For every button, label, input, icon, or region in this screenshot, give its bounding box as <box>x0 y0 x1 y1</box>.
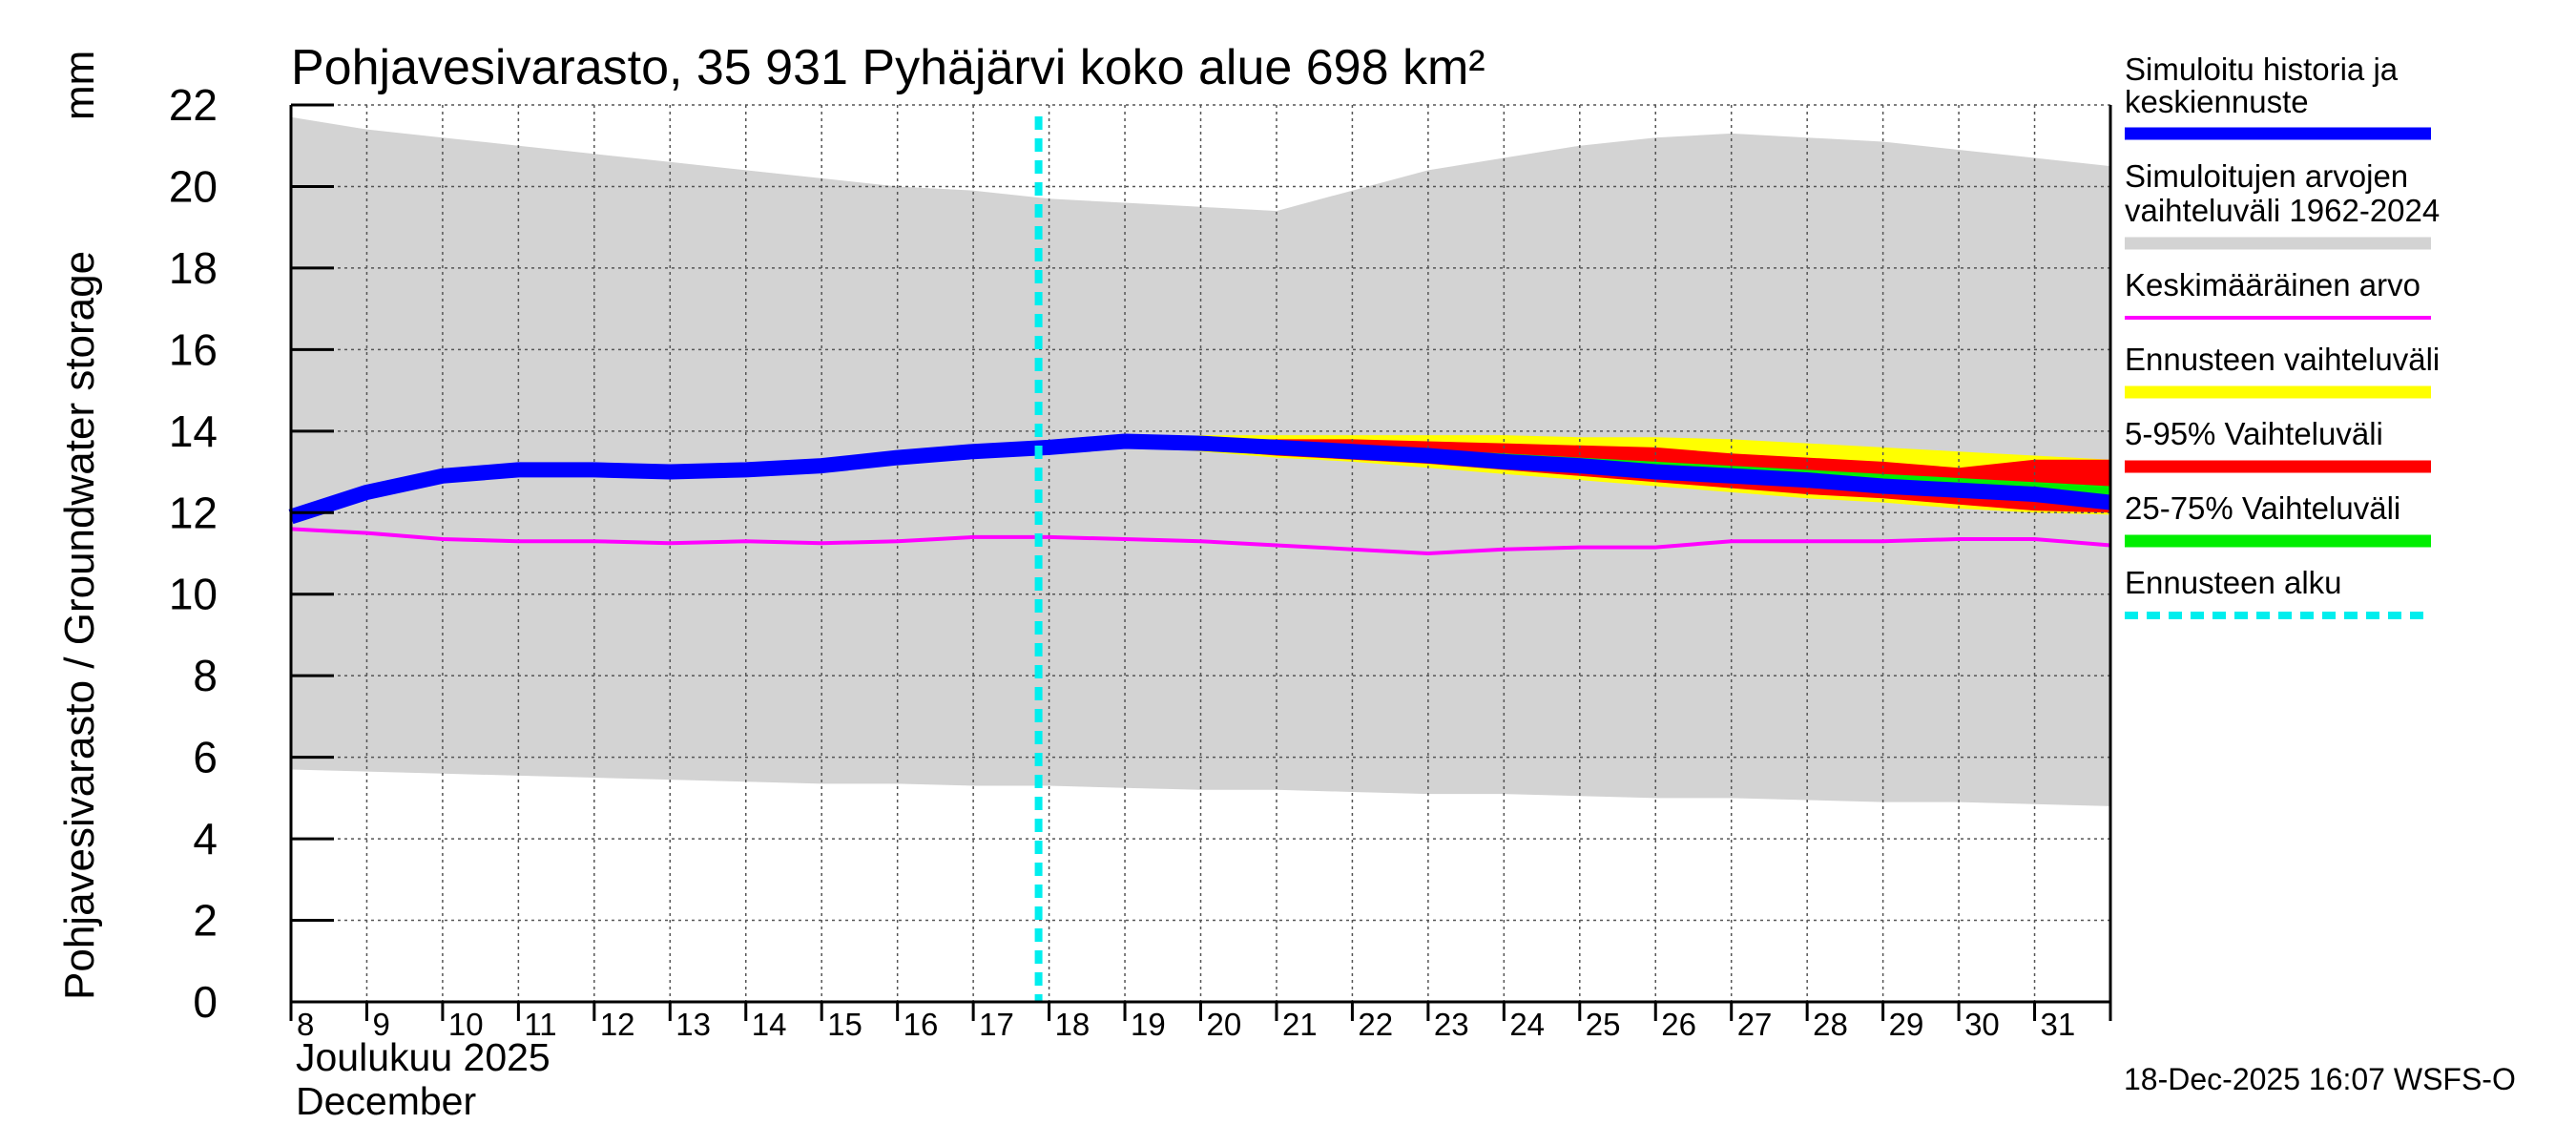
y-tick-label: 14 <box>169 406 218 456</box>
x-tick-label: 22 <box>1358 1007 1393 1042</box>
x-tick-label: 29 <box>1889 1007 1924 1042</box>
y-tick-label: 8 <box>193 651 218 700</box>
y-tick-label: 10 <box>169 570 218 619</box>
legend-label-forecast-start: Ennusteen alku <box>2125 565 2342 600</box>
x-tick-label: 12 <box>600 1007 635 1042</box>
x-tick-label: 17 <box>979 1007 1014 1042</box>
y-tick-label: 22 <box>169 80 218 130</box>
x-tick-label: 18 <box>1055 1007 1091 1042</box>
grid-layer <box>291 104 2110 1002</box>
legend-label-p25-75: 25-75% Vaihteluväli <box>2125 490 2400 526</box>
y-tick-label: 0 <box>193 977 218 1027</box>
x-tick-label: 16 <box>904 1007 939 1042</box>
y-tick-label: 12 <box>169 488 218 537</box>
x-tick-label: 28 <box>1813 1007 1848 1042</box>
x-tick-label: 30 <box>1964 1007 2000 1042</box>
x-tick-label: 19 <box>1131 1007 1166 1042</box>
x-tick-label: 23 <box>1434 1007 1469 1042</box>
x-tick-label: 10 <box>448 1007 484 1042</box>
y-tick-label: 18 <box>169 243 218 293</box>
x-tick-label: 9 <box>372 1007 389 1042</box>
timestamp: 18-Dec-2025 16:07 WSFS-O <box>2124 1062 2516 1096</box>
x-tick-label: 25 <box>1586 1007 1621 1042</box>
x-tick-label: 13 <box>675 1007 711 1042</box>
x-axis-month-en: December <box>296 1079 476 1123</box>
legend-label-mean: Keskimääräinen arvo <box>2125 267 2420 302</box>
y-tick-label: 6 <box>193 733 218 782</box>
x-tick-label: 11 <box>524 1007 556 1042</box>
x-tick-label: 20 <box>1207 1007 1242 1042</box>
history-forecast-line <box>288 433 2111 525</box>
x-tick-label: 21 <box>1282 1007 1318 1042</box>
legend-label-range-2: vaihteluväli 1962-2024 <box>2125 193 2440 228</box>
x-tick-label: 15 <box>827 1007 862 1042</box>
x-axis-month-fi: Joulukuu 2025 <box>296 1035 551 1079</box>
x-tick-label: 26 <box>1661 1007 1696 1042</box>
y-tick-label: 20 <box>169 161 218 211</box>
y-tick-label: 2 <box>193 896 218 946</box>
x-tick-label: 14 <box>752 1007 787 1042</box>
x-tick-label: 24 <box>1509 1007 1545 1042</box>
chart-title: Pohjavesivarasto, 35 931 Pyhäjärvi koko … <box>291 40 1485 95</box>
legend-label-range: Simuloitujen arvojen <box>2125 158 2408 194</box>
y-tick-label: 16 <box>169 324 218 374</box>
mean-line <box>290 527 2111 556</box>
legend-label-p5-95: 5-95% Vaihteluväli <box>2125 416 2383 451</box>
legend-label-forecast-range: Ennusteen vaihteluväli <box>2125 342 2440 377</box>
x-tick-label: 31 <box>2041 1007 2076 1042</box>
y-tick-label: 4 <box>193 814 218 864</box>
legend-label-history-2: keskiennuste <box>2125 84 2309 119</box>
lines-layer <box>288 116 2111 1002</box>
legend-label-history: Simuloitu historia ja <box>2125 52 2399 87</box>
y-axis-unit: mm <box>56 51 103 120</box>
x-tick-label: 27 <box>1737 1007 1773 1042</box>
x-tick-label: 8 <box>297 1007 314 1042</box>
y-axis-label: Pohjavesivarasto / Groundwater storage <box>56 251 103 1000</box>
